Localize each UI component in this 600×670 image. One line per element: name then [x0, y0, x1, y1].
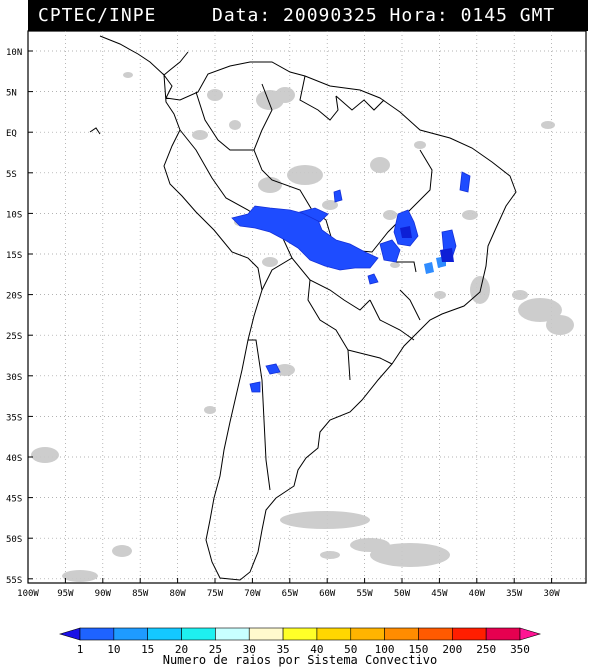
- lon-label: 85W: [132, 589, 149, 599]
- colorbar-cell: [418, 627, 453, 641]
- colorbar-cell: [485, 627, 521, 641]
- lon-label: 35W: [506, 589, 523, 599]
- lat-label: 45S: [6, 495, 22, 505]
- source-label: CPTEC/INPE: [38, 5, 157, 26]
- lon-label: 80W: [169, 589, 186, 599]
- colorbar-cell: [248, 627, 284, 641]
- colorbar-cell: [384, 627, 419, 641]
- lat-label: 25S: [6, 332, 22, 342]
- lon-label: 50W: [394, 589, 411, 599]
- lat-label: EQ: [6, 129, 17, 139]
- datetime-label: Data: 20090325 Hora: 0145 GMT: [212, 5, 556, 26]
- map-header: CPTEC/INPE Data: 20090325 Hora: 0145 GMT: [28, 0, 588, 31]
- colorbar-label: 20: [175, 643, 188, 654]
- colorbar-cell: [316, 627, 352, 641]
- colorbar-label: 250: [476, 643, 496, 654]
- colorbar-label: 25: [209, 643, 222, 654]
- lon-label: 65W: [282, 589, 299, 599]
- colorbar-label: 10: [107, 643, 120, 654]
- colorbar-label: 150: [409, 643, 429, 654]
- colorbar-cell: [147, 627, 182, 641]
- lat-label: 5S: [6, 170, 17, 180]
- map-frame: [27, 30, 587, 584]
- lon-label: 30W: [543, 589, 560, 599]
- cloud-cover-layer: [31, 72, 574, 582]
- colorbar-label: 15: [141, 643, 154, 654]
- lat-label: 10N: [6, 48, 22, 58]
- lon-label: 55W: [356, 589, 373, 599]
- lightning-cells-layer: [231, 171, 471, 393]
- colorbar-cell: [350, 627, 385, 641]
- lon-label: 40W: [469, 589, 486, 599]
- lat-label: 50S: [6, 535, 22, 545]
- colorbar-label: 40: [310, 643, 323, 654]
- colorbar-cell: [282, 627, 318, 641]
- lat-label: 35S: [6, 413, 22, 423]
- colorbar-cell: [215, 627, 250, 641]
- colorbar-arrow-right: [519, 627, 542, 641]
- lat-label: 40S: [6, 454, 22, 464]
- colorbar-cell: [452, 627, 487, 641]
- lat-label: 5N: [6, 89, 17, 99]
- lon-label: 60W: [319, 589, 336, 599]
- lat-label: 10S: [6, 210, 22, 220]
- lon-label: 95W: [57, 589, 74, 599]
- colorbar-label: 1: [77, 643, 84, 654]
- lightning-map: 10N 5N EQ 5S 10S 15S 20S 25S 30S 35S 40S 45S 50S 55S 1…: [6, 30, 587, 599]
- colorbar-cell: [79, 627, 115, 641]
- colorbar-label: 350: [510, 643, 530, 654]
- lon-label: 45W: [431, 589, 448, 599]
- colorbar-label: 100: [375, 643, 395, 654]
- colorbar-title: Numero de raios por Sistema Convectivo: [162, 653, 438, 667]
- lat-label: 55S: [6, 576, 22, 586]
- lon-label: 75W: [207, 589, 224, 599]
- colorbar-label: 50: [344, 643, 357, 654]
- lat-label: 15S: [6, 251, 22, 261]
- colorbar: 1 10 15 20 25 30 35 40 50 100 150 200 250 350: [58, 627, 542, 654]
- lon-label: 70W: [244, 589, 261, 599]
- colorbar-cell: [181, 627, 216, 641]
- lon-label: 100W: [17, 589, 39, 599]
- colorbar-label: 200: [442, 643, 462, 654]
- colorbar-label: 30: [243, 643, 256, 654]
- lon-label: 90W: [95, 589, 112, 599]
- colorbar-cell: [113, 627, 148, 641]
- lat-label: 30S: [6, 373, 22, 383]
- axis-labels: 10N 5N EQ 5S 10S 15S 20S 25S 30S 35S 40S 45S 50S 55S 1…: [6, 48, 560, 599]
- colorbar-arrow-left: [58, 627, 81, 641]
- colorbar-label: 35: [276, 643, 289, 654]
- lat-label: 20S: [6, 292, 22, 302]
